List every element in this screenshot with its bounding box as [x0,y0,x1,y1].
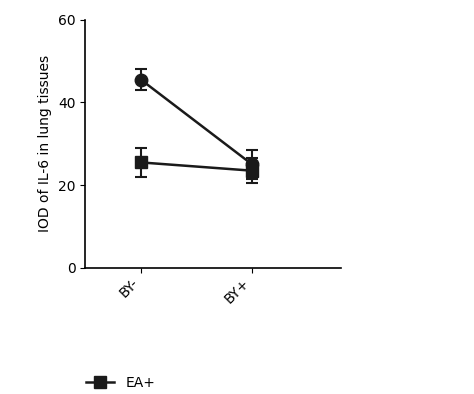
Legend: EA+, EA-: EA+, EA- [80,369,162,394]
Y-axis label: IOD of IL-6 in lung tissues: IOD of IL-6 in lung tissues [38,55,53,232]
